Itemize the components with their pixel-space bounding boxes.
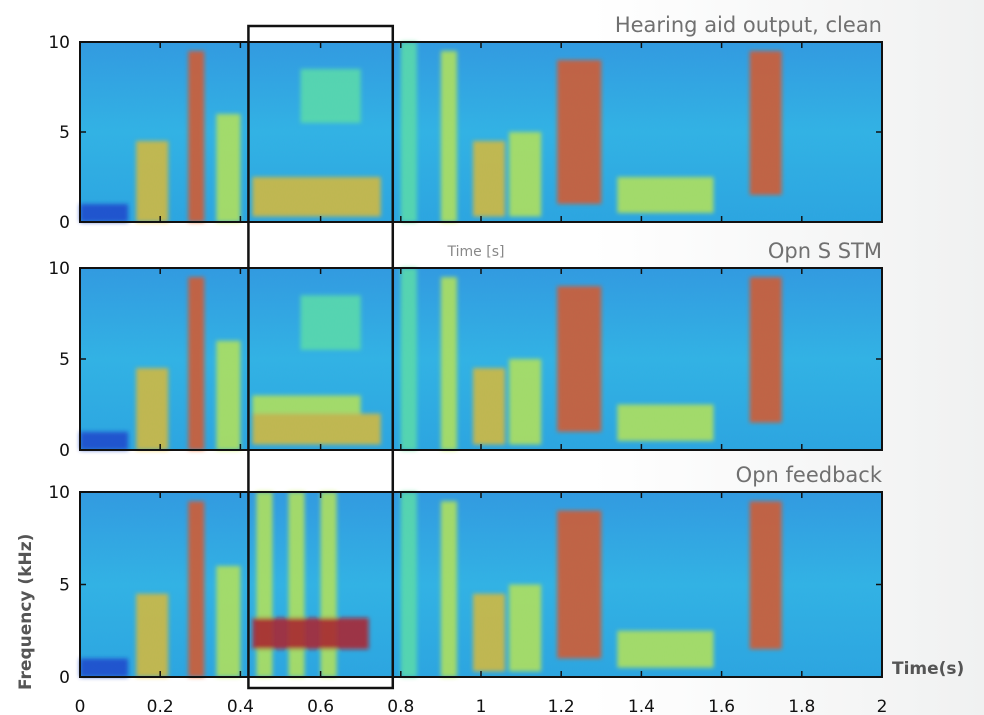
x-tick-label: 1 bbox=[476, 697, 487, 715]
y-tick-label: 10 bbox=[48, 33, 70, 53]
x-tick-label: 0 bbox=[75, 697, 86, 715]
x-axis-label: Time(s) bbox=[892, 659, 964, 679]
x-tick-label: 2 bbox=[877, 697, 888, 715]
x-tick-label: 1.2 bbox=[548, 697, 575, 715]
y-tick-label: 5 bbox=[59, 576, 70, 596]
x-axis: 0 0.2 0.4 0.6 0.8 1 1.2 1.4 1.6 1.8 2 bbox=[75, 697, 888, 715]
panel-grain bbox=[80, 42, 882, 222]
x-tick-label: 1.6 bbox=[708, 697, 735, 715]
panel-grain bbox=[80, 268, 882, 450]
y-tick-label: 5 bbox=[59, 123, 70, 143]
y-tick-label: 5 bbox=[59, 350, 70, 370]
hidden-subplot-xlabel: Time [s] bbox=[447, 244, 505, 260]
panel-title: Opn S STM bbox=[768, 239, 882, 263]
y-tick-label: 0 bbox=[59, 213, 70, 233]
x-tick-label: 0.6 bbox=[307, 697, 334, 715]
y-tick-label: 10 bbox=[48, 259, 70, 279]
highlight-window bbox=[247, 24, 395, 690]
panel-grain bbox=[80, 492, 882, 677]
spectrogram-panel: Opn feedback 0 5 10 bbox=[48, 463, 883, 688]
y-tick-label: 10 bbox=[48, 483, 70, 503]
y-tick-label: 0 bbox=[59, 441, 70, 461]
spectrogram-panel: Hearing aid output, clean 0 5 10 bbox=[48, 13, 883, 233]
panel-title: Opn feedback bbox=[736, 463, 883, 487]
y-tick-label: 0 bbox=[59, 668, 70, 688]
y-axis-label: Frequency (kHz) bbox=[16, 534, 36, 690]
panel-title: Hearing aid output, clean bbox=[615, 13, 882, 37]
x-tick-label: 0.8 bbox=[387, 697, 414, 715]
spectrogram-panel: Opn S STM 0 5 10 bbox=[48, 239, 883, 461]
x-tick-label: 1.4 bbox=[628, 697, 655, 715]
x-tick-label: 0.4 bbox=[227, 697, 254, 715]
x-tick-label: 1.8 bbox=[788, 697, 815, 715]
x-tick-label: 0.2 bbox=[147, 697, 174, 715]
